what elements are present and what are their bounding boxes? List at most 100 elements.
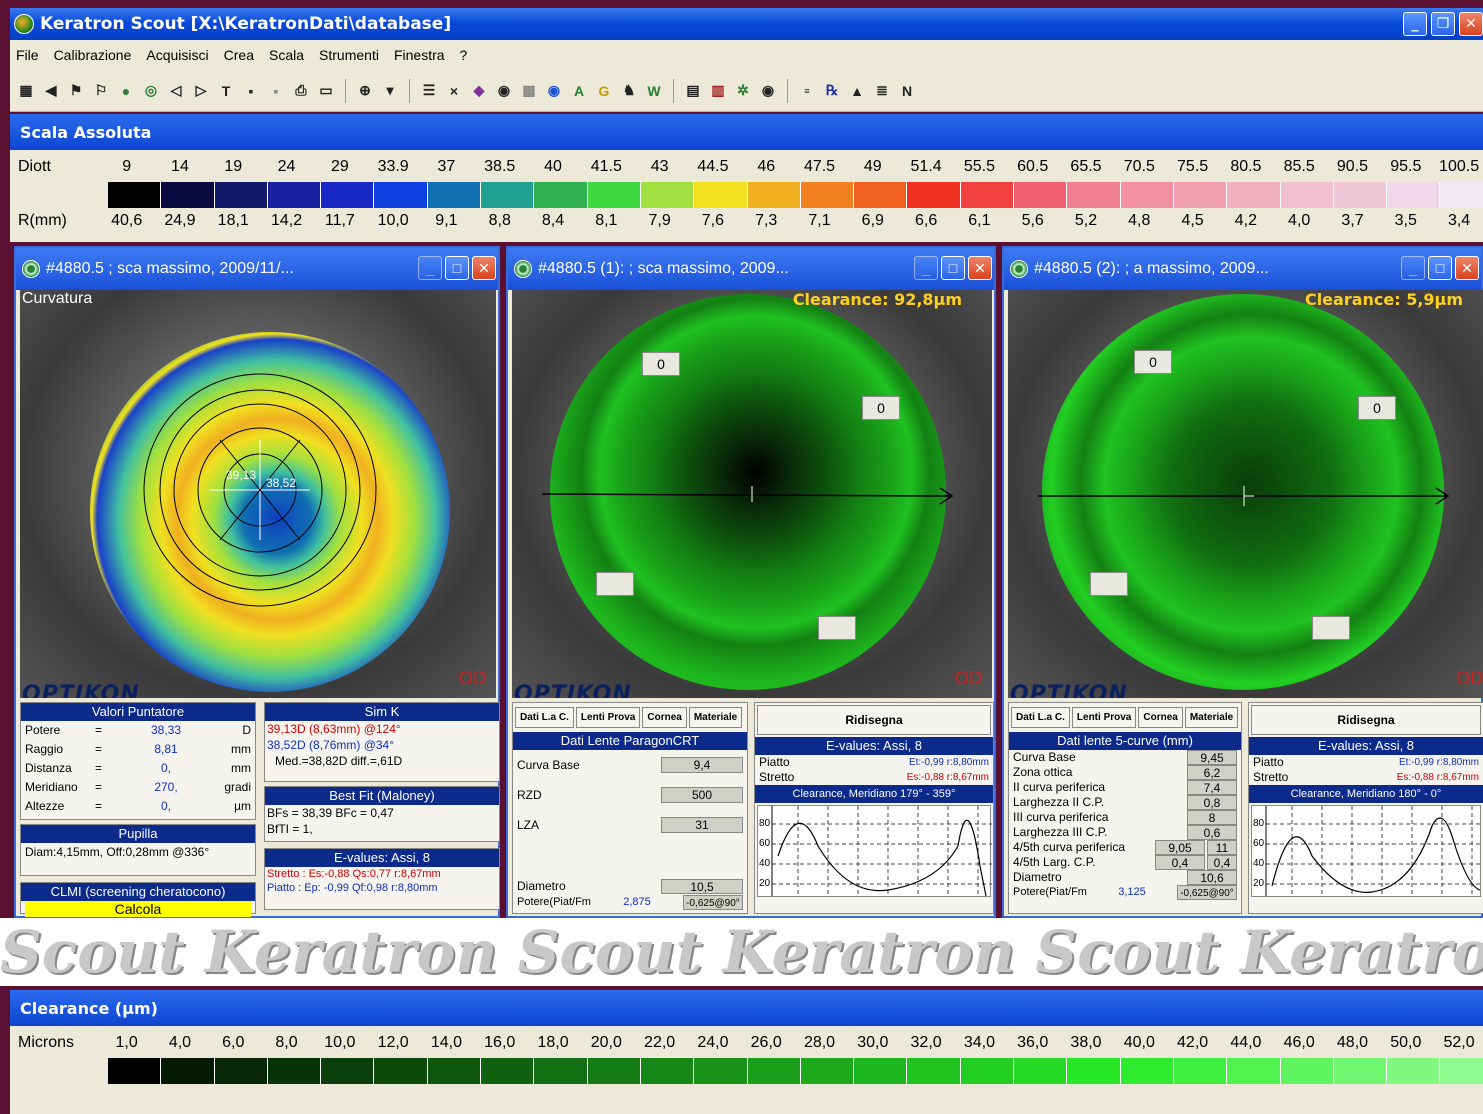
globe-icon[interactable]: ● <box>121 82 131 99</box>
lens-field-input[interactable]: 500 <box>661 787 743 803</box>
lens-field-input[interactable]: 0,6 <box>1187 825 1237 840</box>
menu-scala[interactable]: Scala <box>269 47 305 63</box>
triangle-icon[interactable]: ▲ <box>850 82 864 99</box>
curvature-window[interactable]: #4880.5 ; sca massimo, 2009/11/... _ □ ✕… <box>14 246 500 918</box>
lens-field-input[interactable]: 31 <box>661 817 743 833</box>
child-close-button[interactable]: ✕ <box>1455 256 1479 280</box>
child-minimize-button[interactable]: _ <box>418 256 442 280</box>
marker-box[interactable]: 0 <box>1358 396 1396 420</box>
lens-field-input[interactable]: 9,05 <box>1155 840 1205 855</box>
child-maximize-button[interactable]: □ <box>941 256 965 280</box>
camera-icon[interactable]: ◀ <box>45 82 57 98</box>
marker-box[interactable] <box>596 572 634 596</box>
tab-dati-lac[interactable]: Dati L.a C. <box>515 707 574 728</box>
tab-materiale[interactable]: Materiale <box>688 707 743 728</box>
tab-lenti-prova[interactable]: Lenti Prova <box>1071 707 1137 728</box>
eye-icon[interactable]: ◉ <box>497 82 511 98</box>
curvature-window-titlebar[interactable]: #4880.5 ; sca massimo, 2009/11/... _ □ ✕ <box>16 248 498 290</box>
chart-icon[interactable]: ▥ <box>711 82 725 98</box>
n-icon[interactable]: N <box>901 82 913 99</box>
menu-strumenti[interactable]: Strumenti <box>319 47 379 63</box>
chair-icon[interactable]: ♞ <box>622 82 636 98</box>
table-icon[interactable]: ▤ <box>686 82 700 98</box>
a-icon[interactable]: A <box>573 82 585 99</box>
menu-calibrazione[interactable]: Calibrazione <box>53 47 132 63</box>
lens-field-input[interactable]: 7,4 <box>1187 780 1237 795</box>
ridisegna-button[interactable]: Ridisegna <box>757 705 991 735</box>
child-close-button[interactable]: ✕ <box>968 256 992 280</box>
fluorescein-window-1-titlebar[interactable]: #4880.5 (1): ; sca massimo, 2009... _ □ … <box>508 248 994 290</box>
menu-help[interactable]: ? <box>459 47 468 63</box>
fluorescein-window-2[interactable]: #4880.5 (2): ; a massimo, 2009... _ □ ✕ … <box>1002 246 1483 918</box>
marker-box[interactable]: 0 <box>862 396 900 420</box>
rewind-icon[interactable]: ◁ <box>170 82 182 98</box>
lens-field-input[interactable]: 6,2 <box>1187 765 1237 780</box>
marker-box[interactable] <box>818 616 856 640</box>
ring-icon[interactable]: ◎ <box>144 82 158 98</box>
lens-field-input[interactable]: 9,45 <box>1187 750 1237 765</box>
tab-lenti-prova[interactable]: Lenti Prova <box>575 707 641 728</box>
lens-field-input[interactable]: 0,4 <box>1155 855 1205 870</box>
potere-value[interactable]: 3,125 <box>1118 886 1146 898</box>
t-icon[interactable]: T <box>221 82 231 99</box>
monitor-icon[interactable]: ▭ <box>319 82 333 98</box>
eye-view-icon[interactable]: ◉ <box>761 82 775 98</box>
target-icon[interactable]: ◉ <box>547 82 561 98</box>
child-maximize-button[interactable]: □ <box>1428 256 1452 280</box>
forward-icon[interactable]: ▷ <box>195 82 207 98</box>
list-icon[interactable]: ☰ <box>422 82 436 98</box>
w-icon[interactable]: W <box>647 82 661 99</box>
restore-button[interactable]: ❐ <box>1431 12 1455 36</box>
close-button[interactable]: ✕ <box>1459 12 1483 36</box>
binoculars-icon[interactable]: ⊕ <box>359 82 371 98</box>
marker-box[interactable] <box>1090 572 1128 596</box>
potere-axis[interactable]: -0,625@90° <box>683 895 743 910</box>
print-icon[interactable]: ⎙ <box>295 82 307 98</box>
g-icon[interactable]: G <box>598 82 610 99</box>
rx-icon[interactable]: ℞ <box>825 82 839 98</box>
fluorescein-map-1[interactable]: Clearance: 92,8µm 0 0 OD OPTIKON <box>512 290 992 698</box>
lens-icon[interactable]: ◆ <box>473 82 485 98</box>
fluorescein-window-2-titlebar[interactable]: #4880.5 (2): ; a massimo, 2009... _ □ ✕ <box>1004 248 1481 290</box>
child-maximize-button[interactable]: □ <box>445 256 469 280</box>
tab-cornea[interactable]: Cornea <box>642 707 687 728</box>
grid-icon[interactable]: ▩ <box>522 82 536 98</box>
menu-crea[interactable]: Crea <box>223 47 254 63</box>
lens-field-input-2[interactable]: 0,4 <box>1207 855 1237 870</box>
menu-finestra[interactable]: Finestra <box>393 47 445 63</box>
lens-field-input[interactable]: 0,8 <box>1187 795 1237 810</box>
menu-acquisisci[interactable]: Acquisisci <box>146 47 209 63</box>
menu-file[interactable]: File <box>16 47 39 63</box>
fluorescein-window-1[interactable]: #4880.5 (1): ; sca massimo, 2009... _ □ … <box>506 246 996 918</box>
lens-field-input-2[interactable]: 11 <box>1207 840 1237 855</box>
diametro-field[interactable]: 10,5 <box>661 879 743 894</box>
potere-value[interactable]: 2,875 <box>623 896 651 908</box>
lens-field-input[interactable]: 10,6 <box>1187 870 1237 885</box>
fluorescein-map-2[interactable]: Clearance: 5,9µm 0 0 OD OPTIKON <box>1008 290 1483 698</box>
marker-box[interactable]: 0 <box>1134 350 1172 374</box>
child-minimize-button[interactable]: _ <box>1401 256 1425 280</box>
tab-cornea[interactable]: Cornea <box>1138 707 1183 728</box>
dropdown-arrow-icon[interactable]: ▾ <box>386 82 394 98</box>
marker-box[interactable] <box>1312 616 1350 640</box>
floppy-grey-icon[interactable]: ▪ <box>273 82 279 99</box>
child-minimize-button[interactable]: _ <box>914 256 938 280</box>
minimize-button[interactable]: _ <box>1403 12 1427 36</box>
view-icon[interactable]: ≡ <box>804 85 810 96</box>
child-close-button[interactable]: ✕ <box>472 256 496 280</box>
stack-icon[interactable]: ≣ <box>876 82 888 98</box>
calcola-button[interactable]: Calcola <box>25 901 251 917</box>
marker-box[interactable]: 0 <box>642 352 680 376</box>
lens-field-input[interactable]: 9,4 <box>661 757 743 773</box>
save-exam-icon[interactable]: ▦ <box>19 82 33 98</box>
potere-axis[interactable]: -0,625@90° <box>1177 885 1237 900</box>
ridisegna-button[interactable]: Ridisegna <box>1251 705 1481 735</box>
tab-dati-lac[interactable]: Dati L.a C. <box>1011 707 1070 728</box>
curvature-map[interactable]: Curvatura 39,13 38,52 OD OPTIKON <box>20 290 496 698</box>
flag-icon[interactable]: ⚑ <box>69 82 83 98</box>
close-x-icon[interactable]: × <box>449 82 459 99</box>
tab-materiale[interactable]: Materiale <box>1184 707 1239 728</box>
lens-field-input[interactable]: 8 <box>1187 810 1237 825</box>
tree-icon[interactable]: ✲ <box>737 82 749 98</box>
window-titlebar[interactable]: Keratron Scout [X:\KeratronDati\database… <box>10 8 1483 40</box>
